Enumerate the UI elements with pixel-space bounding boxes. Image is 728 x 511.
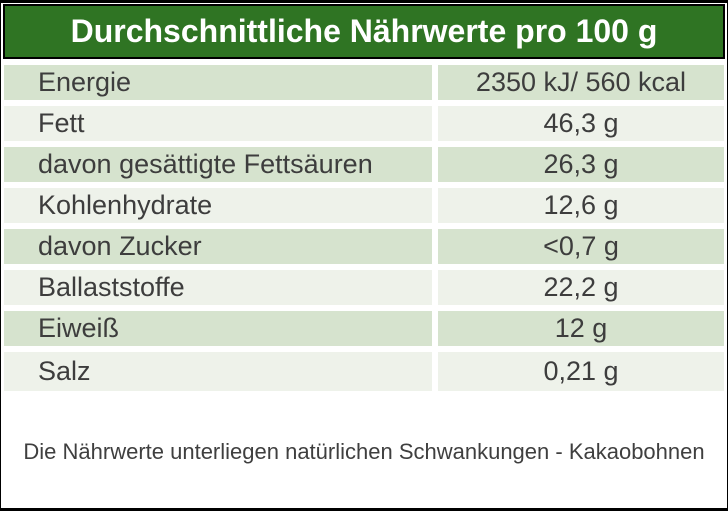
footnote: Die Nährwerte unterliegen natürlichen Sc… [23,439,705,464]
nutrition-table: Energie 2350 kJ/ 560 kcal Fett 46,3 g da… [4,65,724,391]
table-row: Energie 2350 kJ/ 560 kcal [4,65,724,100]
nutrient-label: Salz [4,352,432,391]
table-row: Eiweiß 12 g [4,311,724,346]
nutrient-label: davon gesättigte Fettsäuren [4,147,432,182]
nutrient-label: Kohlenhydrate [4,188,432,223]
table-row: Fett 46,3 g [4,106,724,141]
nutrient-label: Ballaststoffe [4,270,432,305]
nutrient-value: 2350 kJ/ 560 kcal [438,65,724,100]
table-row: davon Zucker <0,7 g [4,229,724,264]
nutrient-value: 12 g [438,311,724,346]
table-row: Ballaststoffe 22,2 g [4,270,724,305]
table-row: Salz 0,21 g [4,352,724,391]
nutrient-value: 46,3 g [438,106,724,141]
table-row: davon gesättigte Fettsäuren 26,3 g [4,147,724,182]
page-title: Durchschnittliche Nährwerte pro 100 g [70,13,658,49]
nutrient-label: davon Zucker [4,229,432,264]
table-row: Kohlenhydrate 12,6 g [4,188,724,223]
header-bar: Durchschnittliche Nährwerte pro 100 g [3,4,725,59]
nutrient-value: 12,6 g [438,188,724,223]
nutrient-label: Fett [4,106,432,141]
nutrient-value: 0,21 g [438,352,724,391]
nutrient-value: 22,2 g [438,270,724,305]
nutrient-label: Energie [4,65,432,100]
nutrient-value: <0,7 g [438,229,724,264]
nutrient-value: 26,3 g [438,147,724,182]
nutrient-label: Eiweiß [4,311,432,346]
